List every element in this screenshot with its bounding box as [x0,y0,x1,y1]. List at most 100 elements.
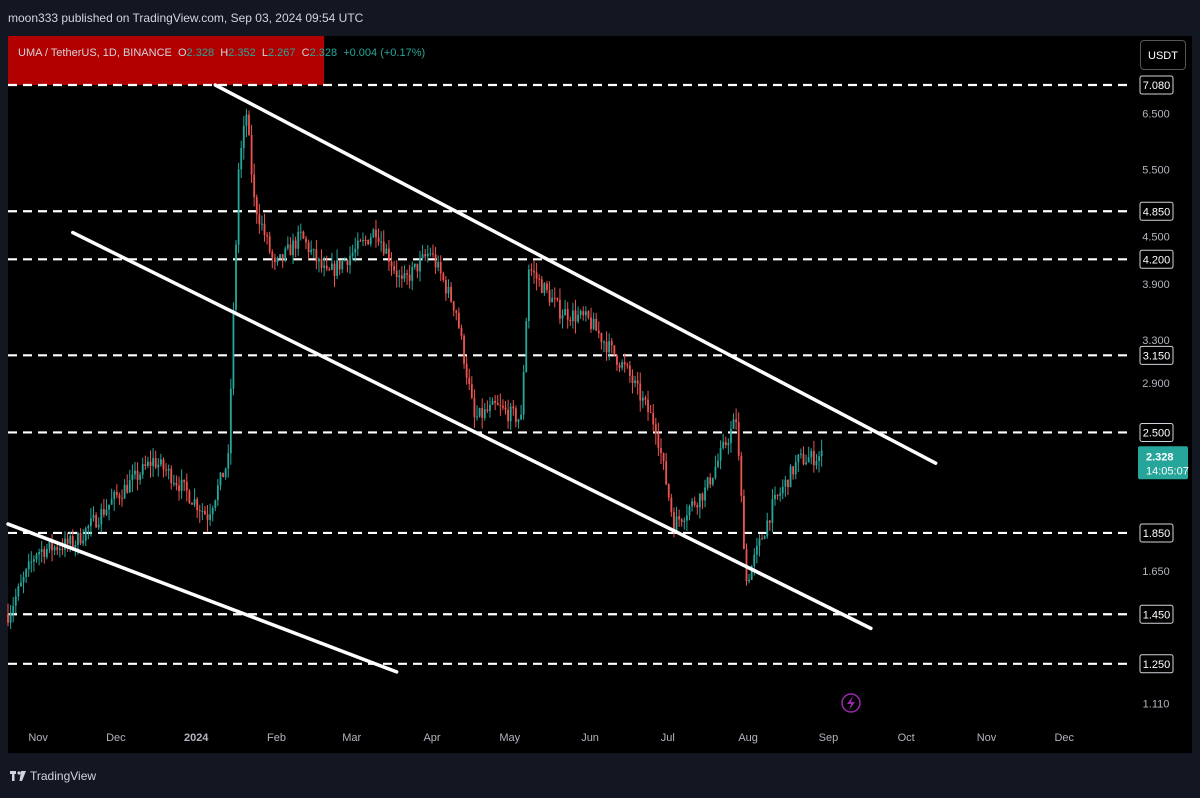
candle [390,252,393,276]
candle [191,502,193,505]
chart-area[interactable] [8,36,1192,753]
candle [388,239,390,271]
candle [136,462,139,491]
candle-body [170,468,173,484]
candle [307,239,310,260]
candle [685,504,688,532]
candle [229,378,232,465]
candle-body [183,479,186,482]
candle-body [478,408,481,417]
candle-body [248,114,250,135]
trendline-3 [6,522,399,674]
publish-note: moon333 published on TradingView.com, Se… [8,11,364,25]
level-tag-box [1139,523,1174,543]
candle [139,472,142,485]
candle-body [641,397,644,401]
candle [279,254,281,260]
currency-button[interactable]: USDT [1140,40,1186,70]
candle-body [447,286,450,294]
candle [473,389,476,428]
symbol-legend: UMA / TetherUS, 1D, BINANCE O2.328 H2.35… [18,47,425,59]
candle-body [496,402,499,405]
candle-body [704,487,706,501]
price-tick-label: 1.110 [1143,698,1170,710]
candle-body [20,582,22,587]
candle [393,260,395,275]
candle-body [157,464,160,468]
level-tag-label: 4.850 [1143,206,1171,218]
candle [698,493,701,519]
candle [211,505,214,522]
candle [465,356,468,385]
candle [113,489,116,511]
candle [292,233,294,265]
candle [538,274,541,287]
candle [657,422,660,457]
candle [432,244,434,258]
candle [704,479,706,508]
candle [571,302,574,329]
candle [463,333,465,369]
candle-body [774,494,776,500]
candle-body [527,269,530,322]
candle-body [126,484,129,493]
candle [406,269,408,285]
candle-body [408,274,411,281]
candle-body [263,223,266,236]
candle [504,401,507,415]
candle [196,496,199,519]
candle [193,488,196,507]
candle [442,271,445,283]
candle-body [266,235,269,237]
candle-body [172,482,175,484]
candle [546,280,548,294]
candle-body [450,286,453,302]
candle [286,236,289,251]
candle-body [514,408,517,422]
candle-body [584,311,587,316]
brand[interactable]: TradingView [10,769,96,783]
high-value: 2.352 [228,47,256,59]
candle [134,461,136,480]
candle-body [388,248,390,262]
candle [540,276,543,294]
candle [613,345,616,357]
change-value: +0.004 (+0.17%) [343,47,426,59]
candle-body [714,466,717,478]
candle-body [325,265,328,269]
candle-body [445,279,447,294]
candle [248,110,250,136]
candle [237,162,240,254]
symbol-info[interactable]: UMA / TetherUS, 1D, BINANCE [18,47,172,59]
bolt-icon [841,693,861,713]
candle [403,265,406,283]
candle-body [222,472,224,478]
candle-body [776,494,779,496]
candle-body [369,237,372,245]
candle-body [268,236,271,252]
candle [597,321,600,339]
candle-body [66,538,69,544]
candle [761,534,763,540]
candle-body [185,481,188,491]
candle-body [618,364,621,368]
candle [805,454,808,466]
candle-body [276,258,279,263]
candle-body [489,404,491,411]
candle [271,249,274,269]
open-value: 2.328 [186,47,215,59]
candle-body [359,240,362,242]
candle-body [113,492,116,500]
candle-body [486,409,489,411]
bolt-glyph [847,696,855,710]
candle [564,299,567,316]
candle [411,261,414,291]
candle-body [623,362,626,365]
candle-body [139,474,142,480]
bottom-bar [0,753,1200,798]
candle [802,446,805,466]
candle-body [22,576,25,583]
candle-body [665,461,668,485]
candle-body [639,383,642,401]
